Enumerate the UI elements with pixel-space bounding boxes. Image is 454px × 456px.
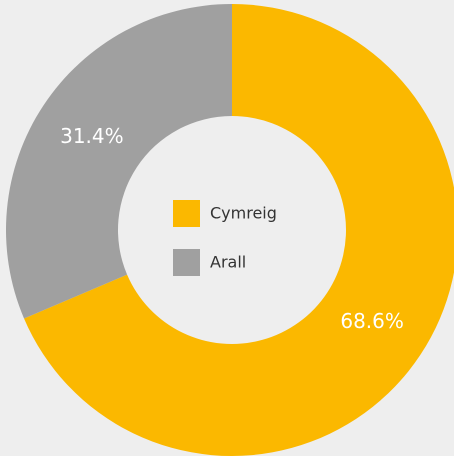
legend-swatch bbox=[173, 249, 200, 276]
donut-slice bbox=[24, 4, 454, 456]
donut-slice bbox=[5, 4, 233, 319]
legend-label: Arall bbox=[210, 253, 246, 272]
slice-label: 31.4% bbox=[60, 124, 124, 148]
slice-label: 68.6% bbox=[340, 309, 404, 333]
legend-label: Cymreig bbox=[210, 204, 277, 223]
legend-swatch bbox=[173, 200, 200, 227]
